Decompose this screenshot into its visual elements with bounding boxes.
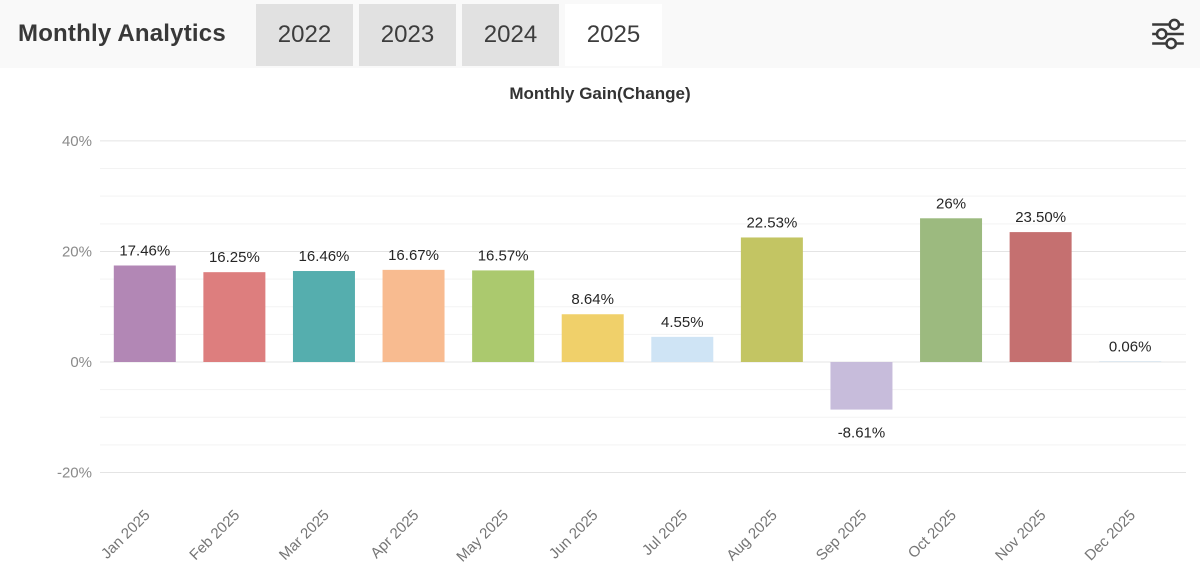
year-tabs: 2022 2023 2024 2025	[256, 4, 662, 66]
header: Monthly Analytics 2022 2023 2024 2025	[0, 0, 1200, 68]
bar-mar-2025[interactable]	[292, 271, 355, 362]
bar-may-2025[interactable]	[472, 270, 535, 362]
x-axis-label-sep-2025: Sep 2025	[813, 507, 870, 564]
bar-jan-2025[interactable]	[113, 265, 176, 362]
bar-nov-2025[interactable]	[1009, 232, 1072, 362]
x-axis-label-dec-2025: Dec 2025	[1082, 507, 1139, 564]
x-axis-label-jun-2025: Jun 2025	[546, 507, 602, 563]
value-label-jun-2025: 8.64%	[571, 291, 614, 308]
settings-button[interactable]	[1148, 14, 1188, 54]
x-axis-label-apr-2025: Apr 2025	[367, 507, 422, 562]
bar-jul-2025[interactable]	[651, 336, 714, 362]
tab-2025[interactable]: 2025	[565, 4, 662, 66]
x-axis-label-jul-2025: Jul 2025	[639, 507, 691, 559]
value-label-oct-2025: 26%	[936, 195, 966, 212]
value-label-may-2025: 16.57%	[478, 247, 529, 264]
bar-jun-2025[interactable]	[561, 314, 624, 362]
bar-oct-2025[interactable]	[920, 218, 983, 362]
y-axis-label-20-: 20%	[62, 243, 92, 260]
x-axis-label-oct-2025: Oct 2025	[905, 507, 960, 562]
value-label-dec-2025: 0.06%	[1109, 339, 1152, 356]
y-axis-label--20-: -20%	[57, 465, 92, 482]
chart-title: Monthly Gain(Change)	[509, 84, 691, 103]
tab-2024[interactable]: 2024	[462, 4, 559, 66]
value-label-sep-2025: -8.61%	[838, 425, 886, 442]
bar-aug-2025[interactable]	[740, 237, 803, 362]
page-title: Monthly Analytics	[18, 20, 226, 47]
tab-2023[interactable]: 2023	[359, 4, 456, 66]
monthly-gain-chart: 40% 20% 0% -20% 17.46% Jan 2025 16.25% Feb 2025…	[57, 133, 1186, 566]
tab-2022[interactable]: 2022	[256, 4, 353, 66]
x-axis-label-feb-2025: Feb 2025	[186, 507, 243, 564]
x-axis-label-nov-2025: Nov 2025	[992, 507, 1049, 564]
bar-sep-2025[interactable]	[830, 362, 893, 410]
sliders-icon	[1152, 18, 1184, 50]
value-label-aug-2025: 22.53%	[746, 214, 797, 231]
x-axis-label-may-2025: May 2025	[453, 507, 512, 566]
y-axis-label-40-: 40%	[62, 133, 92, 150]
value-label-nov-2025: 23.50%	[1015, 209, 1066, 226]
bar-apr-2025[interactable]	[382, 269, 445, 362]
value-label-feb-2025: 16.25%	[209, 249, 260, 266]
value-label-mar-2025: 16.46%	[299, 248, 350, 265]
x-axis-label-mar-2025: Mar 2025	[276, 507, 333, 564]
bar-feb-2025[interactable]	[203, 272, 266, 362]
x-axis-label-jan-2025: Jan 2025	[98, 507, 154, 563]
y-axis-label-0-: 0%	[70, 354, 92, 371]
value-label-jan-2025: 17.46%	[119, 242, 170, 259]
value-label-jul-2025: 4.55%	[661, 314, 704, 331]
x-axis-label-aug-2025: Aug 2025	[723, 507, 780, 564]
value-label-apr-2025: 16.67%	[388, 247, 439, 264]
